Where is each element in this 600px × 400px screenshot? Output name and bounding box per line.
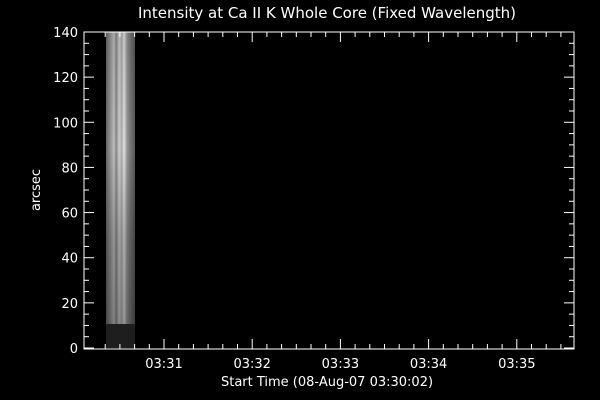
heatmap-lower-strip [106, 324, 135, 348]
x-axis-label: Start Time (08-Aug-07 03:30:02) [221, 375, 433, 390]
y-tick-label: 40 [61, 252, 78, 267]
x-tick-label: 03:32 [233, 357, 270, 372]
chart-title: Intensity at Ca II K Whole Core (Fixed W… [138, 4, 516, 22]
x-axis: 03:31 03:32 03:33 03:34 03:35 [104, 32, 562, 372]
plot-frame [83, 31, 575, 350]
heatmap-image [106, 32, 135, 348]
y-tick-label: 80 [61, 161, 78, 176]
y-tick-label: 20 [61, 297, 78, 312]
y-tick-label: 0 [70, 342, 78, 357]
x-tick-label: 03:31 [145, 357, 182, 372]
y-tick-label: 60 [61, 207, 78, 222]
x-tick-label: 03:34 [410, 357, 447, 372]
y-tick-label: 140 [53, 26, 78, 41]
y-axis: 0 20 40 60 80 100 120 140 [53, 26, 574, 357]
x-tick-label: 03:35 [498, 357, 535, 372]
y-tick-label: 100 [53, 116, 78, 131]
x-tick-label: 03:33 [322, 357, 359, 372]
y-tick-label: 120 [53, 71, 78, 86]
y-axis-label: arcsec [29, 169, 44, 211]
heatmap-shading [106, 32, 135, 324]
